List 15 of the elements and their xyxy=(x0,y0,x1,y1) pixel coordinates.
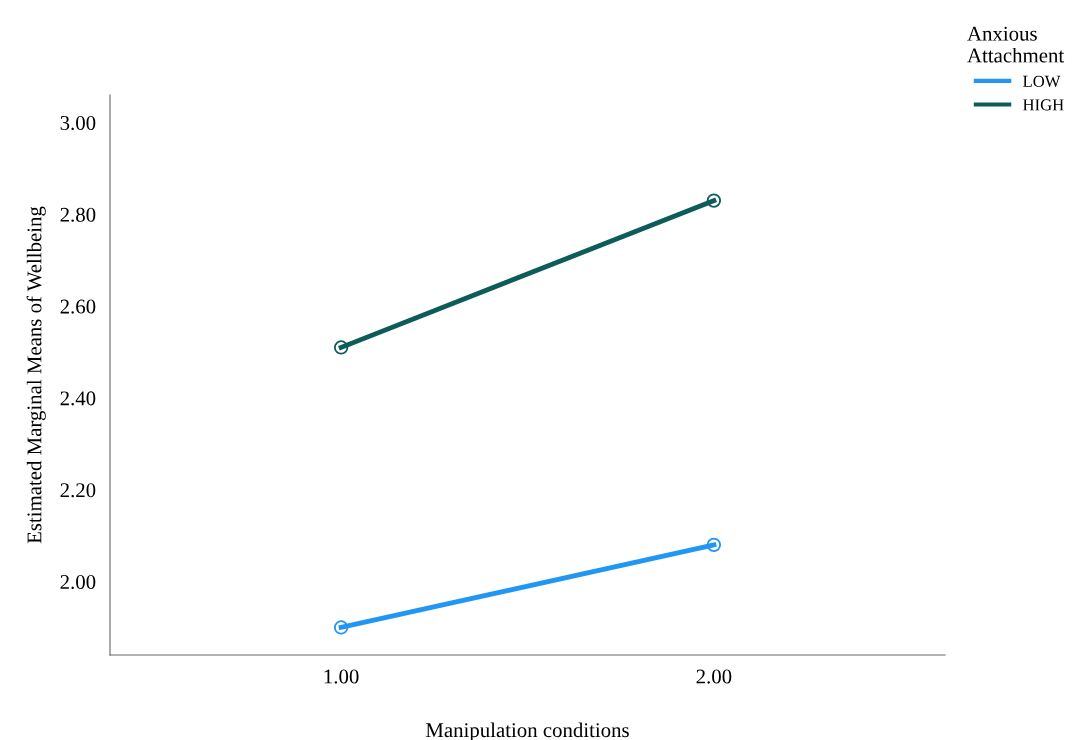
y-axis-title: Estimated Marginal Means of Wellbeing xyxy=(26,206,46,544)
y-tick-label: 2.20 xyxy=(60,483,96,498)
point xyxy=(706,537,722,552)
point xyxy=(333,620,349,635)
x-tick-label: 1.00 xyxy=(324,669,359,684)
legend-label: LOW xyxy=(1023,75,1061,88)
legend-label: HIGH xyxy=(1023,99,1064,111)
legend-title: Anxious Attachment xyxy=(967,26,1065,63)
y-tick-label: 2.80 xyxy=(60,207,96,222)
y-tick-label: 2.60 xyxy=(60,299,96,314)
y-tick-label: 2.00 xyxy=(60,574,96,590)
point xyxy=(333,340,349,355)
point xyxy=(706,193,722,208)
y-tick-label: 3.00 xyxy=(60,115,96,131)
y-tick-label: 2.40 xyxy=(60,391,96,406)
